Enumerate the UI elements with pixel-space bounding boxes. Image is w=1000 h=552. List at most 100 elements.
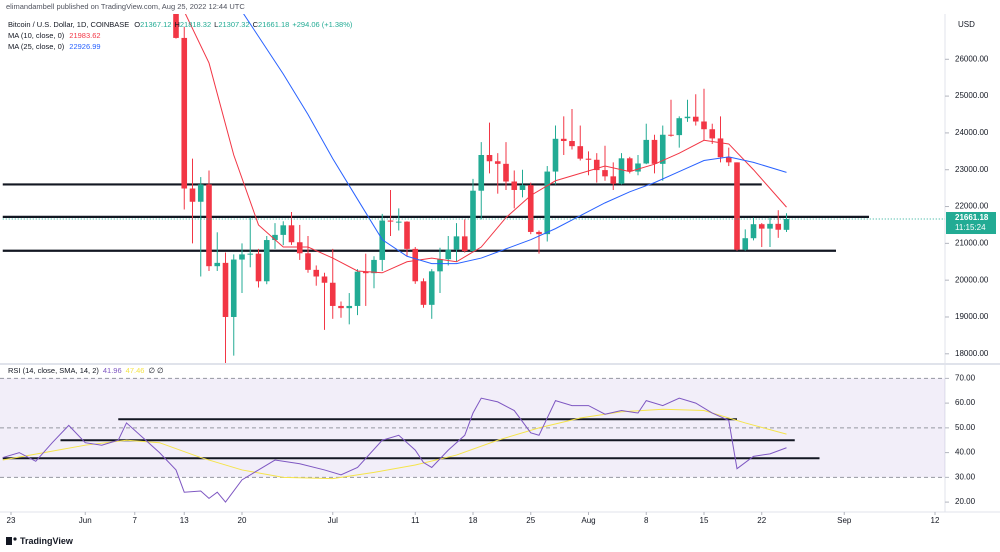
x-tick-label: 13 [180, 516, 189, 525]
candle-body [263, 240, 270, 282]
candle-body [651, 139, 658, 164]
x-tick-label: 7 [133, 516, 138, 525]
rsi-title: RSI (14, close, SMA, 14, 2) [8, 366, 99, 375]
y-tick-label: 24000.00 [955, 128, 989, 137]
candle-body [783, 219, 790, 230]
candle-body [511, 181, 518, 190]
y-tick-label: 26000.00 [955, 54, 989, 63]
candle-body [775, 223, 782, 230]
candle-body [503, 163, 509, 182]
symbol-title: Bitcoin / U.S. Dollar, 1D, COINBASE [8, 20, 129, 29]
y-tick-label: 20.00 [955, 497, 976, 506]
candle-body [255, 253, 262, 282]
candle-body [247, 253, 254, 255]
x-tick-label: 22 [757, 516, 766, 525]
ohlc-key: L [214, 20, 218, 29]
logo-icon [6, 537, 12, 545]
publisher-line: elimandambell published on TradingView.c… [6, 2, 245, 11]
candle-body [470, 190, 476, 252]
logo-icon-dot [13, 537, 17, 541]
candle-body [536, 231, 542, 235]
candle-body [280, 225, 287, 235]
candle-body [701, 121, 707, 130]
candle-body [197, 184, 204, 202]
overlay-layer: 18000.00 19000.00 20000.00 21000.00 22000.00… [2, 20, 996, 525]
candle-body [635, 163, 641, 172]
moving-average-line [243, 14, 787, 265]
moving-average-line [184, 14, 787, 274]
ohlc-value: 21661.18 [258, 20, 289, 29]
ohlc-key: O [134, 20, 140, 29]
candle-body [577, 146, 584, 159]
candle-body [709, 129, 716, 139]
candle-body [668, 134, 674, 136]
y-tick-label: 23000.00 [955, 165, 989, 174]
candle-body [404, 221, 410, 249]
candle-body [222, 262, 229, 317]
y-tick-label: 20000.00 [955, 275, 989, 284]
x-tick-label: Jul [328, 516, 338, 525]
candle-body [371, 259, 377, 274]
candle-body [239, 254, 245, 260]
candle-body [362, 271, 369, 274]
candle-body [750, 224, 757, 239]
candle-body [602, 170, 608, 177]
candle-body [725, 157, 732, 163]
candle-body [585, 158, 592, 160]
x-tick-label: Sep [837, 516, 852, 525]
footer-logo: TradingView [6, 536, 74, 546]
candle-body [527, 185, 534, 232]
x-tick-label: 15 [700, 516, 709, 525]
x-tick-label: Aug [581, 516, 595, 525]
candle-body [767, 223, 773, 229]
candle-body [173, 14, 179, 38]
candle-body [313, 269, 320, 277]
y-tick-label: 40.00 [955, 448, 976, 457]
price-pane [2, 14, 869, 363]
candle-body [659, 134, 666, 164]
y-tick-label: 50.00 [955, 423, 976, 432]
candle-body [346, 305, 353, 309]
ohlc-key: H [174, 20, 179, 29]
candle-body [395, 221, 402, 223]
candle-body [453, 236, 460, 250]
x-tick-label: 18 [469, 516, 478, 525]
ohlc-value: 21367.12 [140, 20, 171, 29]
candle-body [354, 271, 361, 306]
candle-body [742, 238, 749, 250]
symbol-legend: Bitcoin / U.S. Dollar, 1D, COINBASE O2136… [8, 20, 353, 29]
y-tick-label: 25000.00 [955, 91, 989, 100]
candle-body [544, 171, 551, 235]
candle-body [758, 224, 765, 229]
candle-body [329, 282, 336, 306]
rsi-line [2, 397, 787, 503]
x-tick-label: Jun [79, 516, 92, 525]
ma-value: 22926.99 [69, 42, 100, 51]
candle-body [569, 141, 575, 147]
logo-text: TradingView [20, 536, 74, 546]
candle-body [478, 154, 485, 191]
candle-body [420, 281, 427, 305]
y-tick-label: 70.00 [955, 373, 976, 382]
x-tick-label: 8 [644, 516, 649, 525]
candle-body [272, 234, 278, 241]
y-tick-label: 30.00 [955, 472, 976, 481]
candle-body [296, 242, 303, 254]
y-tick-label: 22000.00 [955, 202, 989, 211]
candle-body [387, 220, 394, 222]
rsi-value: 41.96 [103, 366, 122, 375]
candle-body [618, 158, 625, 184]
candle-body [643, 139, 650, 164]
rsi-legend: RSI (14, close, SMA, 14, 2) 41.96 47.46 ∅ ∅ [8, 366, 164, 375]
x-tick-label: 20 [238, 516, 247, 525]
currency-label: USD [958, 20, 975, 29]
x-tick-label: 12 [931, 516, 940, 525]
ma-legend: MA (25, close, 0) 22926.99 [8, 42, 101, 51]
last-price-value: 21661.18 [955, 213, 989, 222]
candle-body [428, 271, 435, 305]
bar-countdown: 11:15:24 [955, 223, 986, 232]
candle-body [288, 225, 295, 243]
candle-body [214, 262, 221, 267]
x-tick-label: 23 [7, 516, 16, 525]
